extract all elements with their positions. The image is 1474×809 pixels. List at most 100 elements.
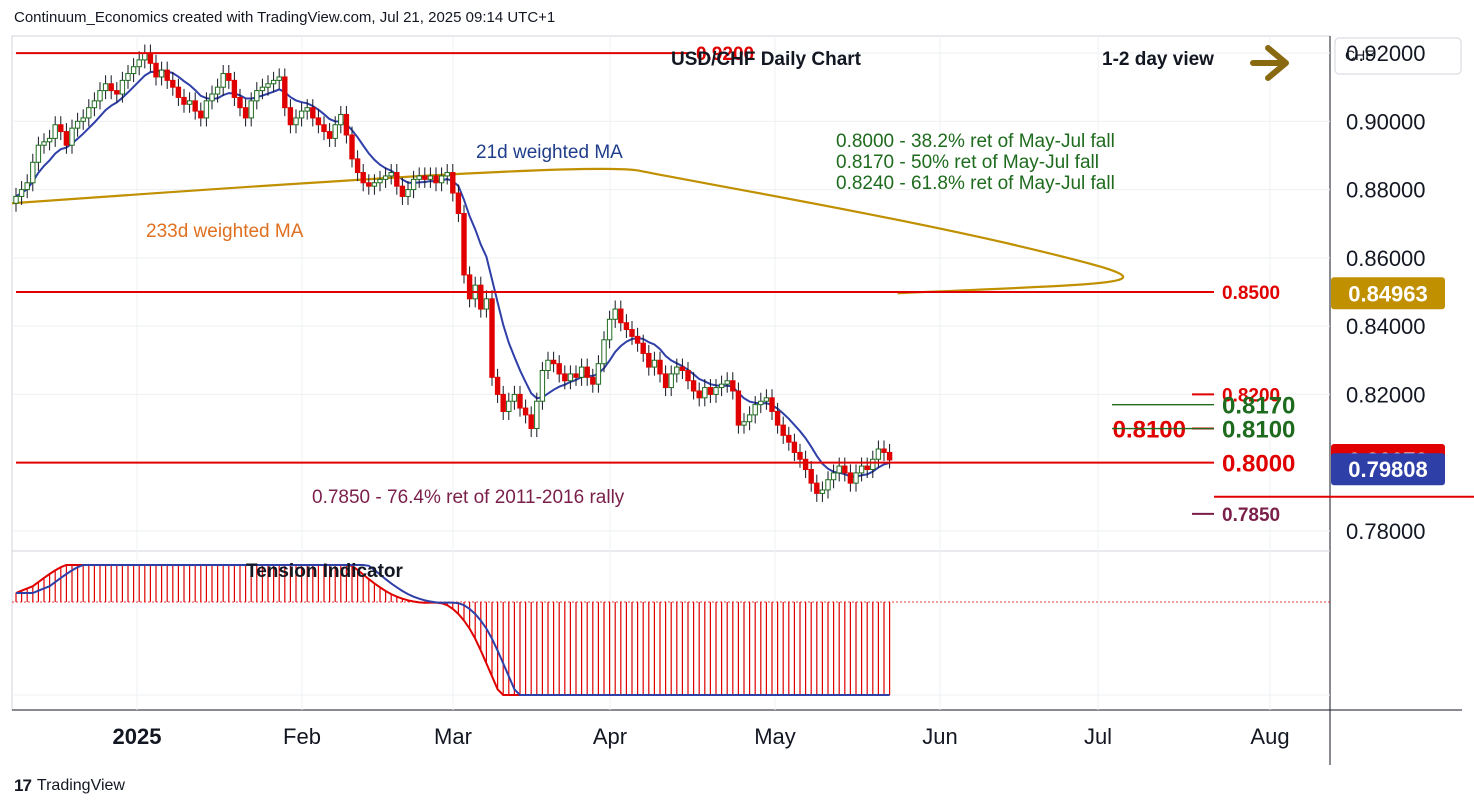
candle-body: [422, 175, 428, 180]
candle-body: [388, 172, 394, 177]
candle-body: [321, 124, 327, 133]
candle-body: [595, 363, 602, 385]
level-label: 0.7850: [1222, 505, 1280, 526]
candle-body: [427, 175, 434, 180]
candle-body: [780, 424, 786, 436]
candle-body: [466, 274, 473, 300]
candle-body: [483, 298, 490, 310]
ma233-label: 233d weighted MA: [146, 221, 304, 242]
candle-body: [226, 73, 232, 81]
candle-body: [791, 441, 798, 453]
candle-body: [114, 90, 120, 95]
candle-body: [46, 137, 53, 143]
fib-note: 0.8000 - 38.2% ret of May-Jul fall: [836, 131, 1115, 152]
ma233-line: [11, 167, 1125, 295]
candle-body: [259, 86, 266, 92]
candle-body: [741, 421, 747, 426]
candle-body: [702, 387, 708, 399]
level-label: 0.8200: [1222, 385, 1280, 406]
candle-body: [746, 414, 753, 423]
candle-body: [858, 465, 865, 474]
candle-body: [366, 182, 372, 187]
candle-body: [382, 175, 389, 180]
candle-body: [438, 175, 445, 184]
candle-body: [696, 390, 702, 399]
candle-body: [567, 373, 574, 382]
candle-body: [506, 400, 512, 412]
candle-body: [231, 79, 238, 98]
candle-body: [24, 182, 30, 191]
candle-body: [870, 458, 876, 470]
candle-body: [718, 383, 725, 389]
chart-title: USD/CHF Daily Chart: [671, 49, 862, 70]
fib-note: 0.8240 - 61.8% ret of May-Jul fall: [836, 173, 1115, 194]
candle-body: [606, 318, 613, 341]
candle-body: [80, 117, 86, 122]
candle-body: [164, 69, 170, 81]
candle-body: [802, 458, 809, 470]
candle-body: [819, 489, 826, 494]
candle-body: [332, 124, 338, 139]
candle-body: [298, 110, 305, 119]
candle-body: [91, 100, 98, 109]
level-label: 0.9200: [696, 44, 754, 65]
candle-body: [769, 397, 775, 412]
candle-body: [203, 100, 210, 119]
candle-body: [444, 172, 450, 177]
candle-body: [410, 178, 417, 191]
candle-body: [562, 373, 568, 382]
candle-body: [875, 448, 882, 460]
currency-box: [1334, 37, 1462, 75]
candle-body: [35, 144, 42, 163]
candle-body: [634, 335, 641, 344]
candle-body: [209, 93, 215, 102]
x-tick-label: Mar: [434, 724, 472, 749]
y-tick-label: 0.88000: [1346, 178, 1426, 203]
candle-body: [556, 363, 562, 375]
candle-body: [394, 172, 400, 187]
x-tick-label: May: [754, 724, 796, 749]
candle-body: [377, 178, 383, 184]
candle-body: [623, 322, 630, 331]
candle-body: [237, 96, 243, 109]
candle-body: [847, 472, 854, 484]
price-badge: [1331, 453, 1445, 486]
candle-body: [270, 79, 277, 85]
candle-body: [735, 390, 742, 426]
candle-body: [315, 117, 322, 126]
ma21-label: 21d weighted MA: [476, 142, 623, 163]
candle-body: [153, 62, 159, 78]
candle-body: [119, 79, 126, 95]
candle-body: [825, 479, 831, 491]
candle-body: [601, 339, 607, 365]
candle-body: [674, 366, 680, 375]
candle-body: [265, 83, 271, 88]
level-label: 0.8000: [1222, 451, 1295, 478]
candle-body: [18, 189, 25, 197]
candle-body: [786, 434, 792, 443]
price-badge: [1331, 277, 1445, 310]
candle-body: [629, 329, 635, 337]
candle-body: [528, 414, 534, 430]
candle-body: [886, 451, 893, 461]
candle-body: [814, 482, 820, 494]
candle-body: [108, 83, 114, 92]
candle-body: [550, 359, 557, 365]
candle-body: [836, 465, 842, 474]
candle-body: [276, 76, 282, 81]
candle-body: [147, 52, 154, 64]
candle-body: [713, 387, 719, 395]
candle-body: [494, 376, 501, 395]
y-tick-label: 0.84000: [1346, 314, 1426, 339]
candle-body: [74, 120, 81, 129]
tension-slow-line: [16, 564, 890, 696]
candle-body: [349, 134, 355, 160]
x-tick-label: Jul: [1084, 724, 1112, 749]
currency-label: CHF: [1345, 47, 1374, 63]
candle-body: [52, 124, 58, 139]
arrow-right-icon: [1250, 45, 1289, 81]
candle-body: [220, 73, 226, 88]
candle-body: [97, 90, 103, 102]
candle-body: [573, 373, 579, 378]
